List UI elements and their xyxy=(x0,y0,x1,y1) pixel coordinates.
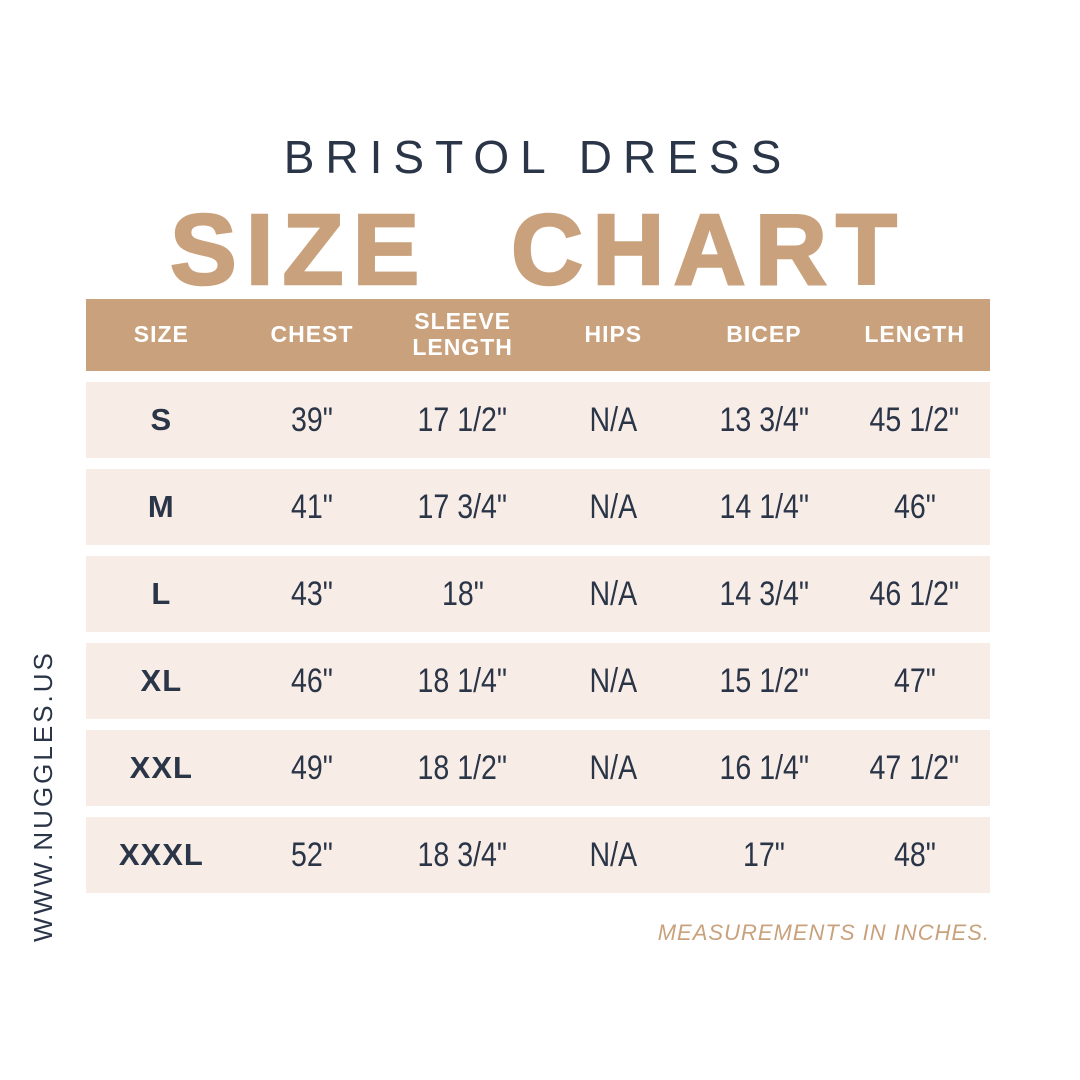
length-cell: 47" xyxy=(839,643,990,719)
bicep-cell: 14 1/4" xyxy=(688,469,840,545)
value: 52" xyxy=(291,835,333,874)
length-cell: 46" xyxy=(839,469,990,545)
measurements-note: MEASUREMENTS IN INCHES. xyxy=(657,920,990,945)
bicep-cell: 15 1/2" xyxy=(688,643,840,719)
column-header-hips: HIPS xyxy=(537,299,689,371)
chest-cell: 43" xyxy=(236,556,388,632)
value: 13 3/4" xyxy=(719,400,809,439)
value: 47 1/2" xyxy=(869,748,960,787)
value: 41" xyxy=(291,487,333,526)
value: 16 1/4" xyxy=(719,748,809,787)
value: N/A xyxy=(589,661,638,700)
length-cell: 47 1/2" xyxy=(839,730,990,806)
value: 45 1/2" xyxy=(869,400,960,439)
value: N/A xyxy=(589,574,638,613)
value: 18" xyxy=(441,574,484,613)
value: 14 3/4" xyxy=(719,574,809,613)
size-cell: XL xyxy=(86,643,237,719)
column-header-chest: CHEST xyxy=(236,299,388,371)
chest-cell: 39" xyxy=(236,382,388,458)
table-row: XL 46" 18 1/4" N/A 15 1/2" 47" xyxy=(86,643,990,719)
value: 46 1/2" xyxy=(869,574,960,613)
hips-cell: N/A xyxy=(537,556,689,632)
sleeve-length-cell: 17 1/2" xyxy=(387,382,538,458)
value: 17 1/2" xyxy=(417,400,508,439)
table-row: S 39" 17 1/2" N/A 13 3/4" 45 1/2" xyxy=(86,382,990,458)
page-title: BRISTOL DRESS xyxy=(283,131,793,183)
value: N/A xyxy=(589,487,638,526)
chest-cell: 46" xyxy=(236,643,388,719)
value: 18 1/4" xyxy=(417,661,508,700)
column-header-length: LENGTH xyxy=(839,299,990,371)
hips-cell: N/A xyxy=(537,382,689,458)
size-cell: L xyxy=(86,556,237,632)
value: 15 1/2" xyxy=(719,661,809,700)
size-chart-heading: SIZE CHART xyxy=(169,194,906,306)
length-cell: 48" xyxy=(839,817,990,893)
bicep-cell: 17" xyxy=(688,817,840,893)
sleeve-length-cell: 17 3/4" xyxy=(387,469,538,545)
value: 18 1/2" xyxy=(417,748,508,787)
value: 17 3/4" xyxy=(417,487,508,526)
sleeve-length-cell: 18 1/2" xyxy=(387,730,538,806)
chest-cell: 41" xyxy=(236,469,388,545)
table-header-row: SIZE CHEST SLEEVE LENGTH HIPS BICEP LENG… xyxy=(86,299,990,371)
value: 18 3/4" xyxy=(417,835,508,874)
chest-cell: 52" xyxy=(236,817,388,893)
chest-cell: 49" xyxy=(236,730,388,806)
column-header-bicep: BICEP xyxy=(688,299,840,371)
hips-cell: N/A xyxy=(537,469,689,545)
hips-cell: N/A xyxy=(537,730,689,806)
value: N/A xyxy=(589,748,638,787)
value: 43" xyxy=(291,574,333,613)
table-row: L 43" 18" N/A 14 3/4" 46 1/2" xyxy=(86,556,990,632)
value: 17" xyxy=(742,835,785,874)
content-area: BRISTOL DRESS SIZE CHART SIZE CHEST SLEE… xyxy=(86,0,990,946)
value: 14 1/4" xyxy=(719,487,809,526)
value: N/A xyxy=(589,400,638,439)
value: 46" xyxy=(291,661,333,700)
bicep-cell: 13 3/4" xyxy=(688,382,840,458)
size-cell: XXL xyxy=(86,730,237,806)
size-cell: M xyxy=(86,469,237,545)
sleeve-length-cell: 18" xyxy=(387,556,538,632)
size-cell: XXXL xyxy=(86,817,237,893)
column-header-size: SIZE xyxy=(86,299,237,371)
value: 47" xyxy=(893,661,936,700)
size-chart-table: SIZE CHEST SLEEVE LENGTH HIPS BICEP LENG… xyxy=(86,288,990,904)
bicep-cell: 14 3/4" xyxy=(688,556,840,632)
value: 46" xyxy=(893,487,936,526)
value: 49" xyxy=(291,748,333,787)
size-cell: S xyxy=(86,382,237,458)
bicep-cell: 16 1/4" xyxy=(688,730,840,806)
length-cell: 45 1/2" xyxy=(839,382,990,458)
value: 48" xyxy=(893,835,936,874)
table-row: XXXL 52" 18 3/4" N/A 17" 48" xyxy=(86,817,990,893)
hips-cell: N/A xyxy=(537,817,689,893)
column-header-sleeve-length: SLEEVE LENGTH xyxy=(387,299,538,371)
website-url: WWW.NUGGLES.US xyxy=(28,650,58,942)
value: N/A xyxy=(589,835,638,874)
length-cell: 46 1/2" xyxy=(839,556,990,632)
value: 39" xyxy=(291,400,333,439)
table-row: M 41" 17 3/4" N/A 14 1/4" 46" xyxy=(86,469,990,545)
sleeve-length-cell: 18 1/4" xyxy=(387,643,538,719)
sleeve-length-cell: 18 3/4" xyxy=(387,817,538,893)
table-row: XXL 49" 18 1/2" N/A 16 1/4" 47 1/2" xyxy=(86,730,990,806)
hips-cell: N/A xyxy=(537,643,689,719)
